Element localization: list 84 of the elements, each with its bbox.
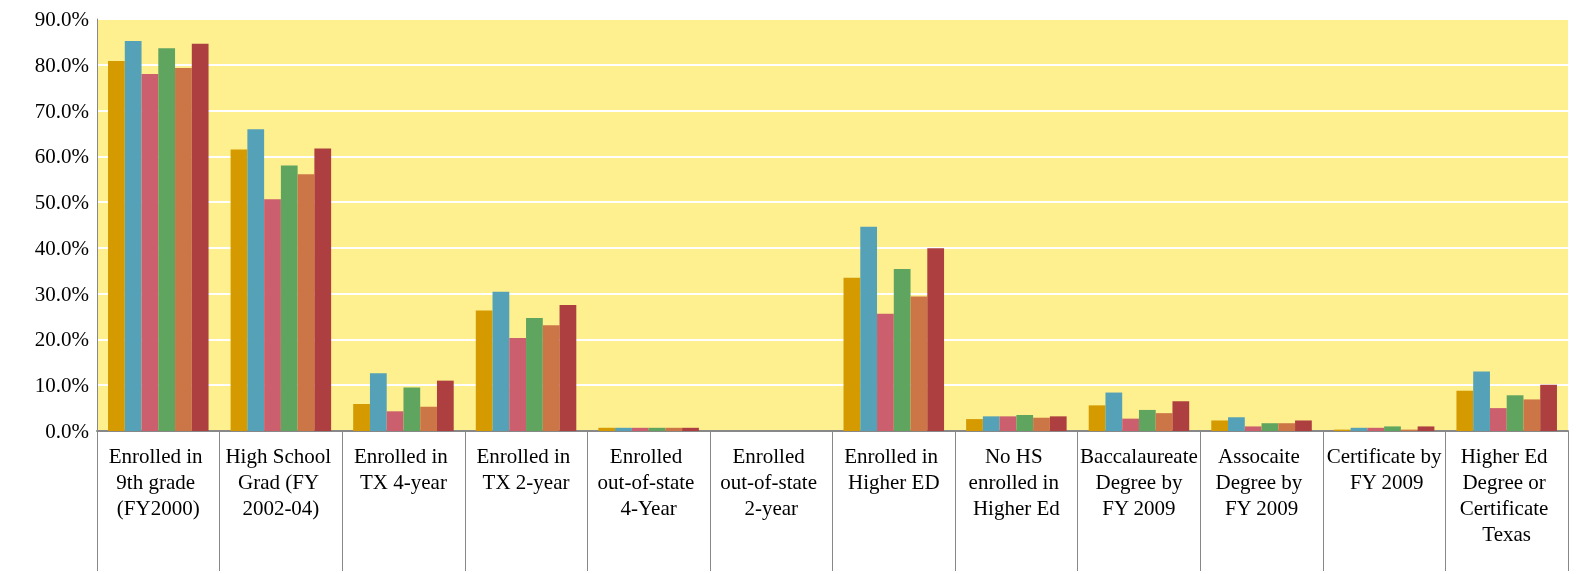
bar: [191, 43, 209, 431]
bar: [615, 427, 632, 431]
bar: [1105, 392, 1123, 431]
x-tick-label: No HS enrolled in Higher Ed: [968, 444, 1065, 520]
x-tick-label: Enrolled in 9th grade (FY2000): [108, 444, 208, 520]
bar: [1049, 416, 1067, 431]
bar: [141, 73, 159, 431]
bar: [1417, 426, 1435, 431]
bar: [1506, 395, 1524, 431]
bar: [843, 277, 861, 431]
x-tick-label: Certificate by FY 2009: [1326, 444, 1443, 494]
bar: [1033, 417, 1050, 431]
bar: [1523, 399, 1541, 431]
bar: [893, 268, 911, 431]
bar: [1473, 371, 1490, 431]
bar: [1295, 420, 1312, 431]
bar: [1384, 426, 1401, 431]
y-tick-label: 0.0%: [45, 419, 89, 443]
bar: [1088, 405, 1106, 431]
bar: [910, 296, 928, 431]
x-tick-label: Assocaite Degree by FY 2009: [1215, 444, 1308, 520]
y-tick-label: 70.0%: [34, 98, 89, 123]
y-tick-label: 60.0%: [34, 144, 89, 169]
bar: [475, 310, 493, 431]
x-tick-label: Higher Ed Degree or Certificate Texas: [1459, 444, 1554, 546]
bar: [966, 419, 983, 431]
bar: [353, 403, 370, 431]
bar: [999, 416, 1017, 431]
x-tick-label: High School Grad (FY 2002-04): [225, 444, 337, 520]
x-tick-label: Enrolled in TX 2-year: [476, 444, 576, 494]
bar: [1367, 427, 1385, 431]
bar: [1155, 413, 1173, 431]
y-tick-label: 40.0%: [34, 235, 89, 260]
bar: [665, 427, 683, 431]
bar: [982, 416, 1000, 431]
bar: [124, 40, 142, 431]
bar: [1261, 423, 1279, 431]
bar: [1456, 390, 1474, 431]
y-tick-label: 80.0%: [34, 52, 89, 77]
x-tick-label: Enrolled out-of-state 2-year: [720, 444, 823, 520]
bar: [1016, 414, 1034, 431]
bar: [1211, 420, 1229, 431]
y-tick-label: 50.0%: [34, 190, 89, 215]
bar: [158, 48, 176, 431]
bar: [175, 67, 192, 431]
bar: [1122, 418, 1139, 431]
bar: [230, 149, 248, 431]
bar: [927, 248, 945, 431]
bar: [420, 406, 437, 431]
bar: [682, 427, 699, 431]
bar: [1278, 423, 1296, 431]
bar: [860, 226, 878, 431]
bar: [264, 199, 281, 431]
bar: [403, 387, 421, 431]
bar: [1228, 417, 1245, 431]
bar: [1540, 384, 1557, 431]
x-tick-label: Baccalaureate Degree by FY 2009: [1080, 444, 1198, 520]
bar: [297, 174, 315, 431]
bar: [386, 411, 404, 431]
bar: [492, 291, 510, 431]
bar: [247, 129, 265, 431]
x-tick-label: Enrolled in TX 4-year: [353, 444, 454, 494]
bar: [1138, 409, 1156, 431]
bar: [1172, 401, 1190, 431]
bar: [631, 427, 649, 431]
bar: [877, 313, 894, 431]
bar: [1489, 408, 1507, 431]
bar: [314, 148, 332, 431]
bar: [436, 380, 454, 431]
y-tick-label: 10.0%: [34, 373, 89, 398]
bar: [369, 373, 387, 431]
y-tick-label: 90.0%: [34, 7, 89, 31]
bar: [1244, 426, 1262, 431]
bar: [559, 305, 577, 431]
y-tick-label: 30.0%: [34, 281, 89, 306]
bar: [108, 61, 125, 431]
y-tick-label: 20.0%: [34, 327, 89, 352]
x-tick-label: Enrolled out-of-state 4-Year: [597, 444, 700, 520]
bar: [526, 317, 543, 431]
bar: [280, 165, 298, 431]
x-tick-label: Enrolled in Higher ED: [844, 444, 944, 494]
bar: [598, 427, 616, 431]
bar: [542, 325, 560, 431]
bar: [509, 338, 527, 431]
